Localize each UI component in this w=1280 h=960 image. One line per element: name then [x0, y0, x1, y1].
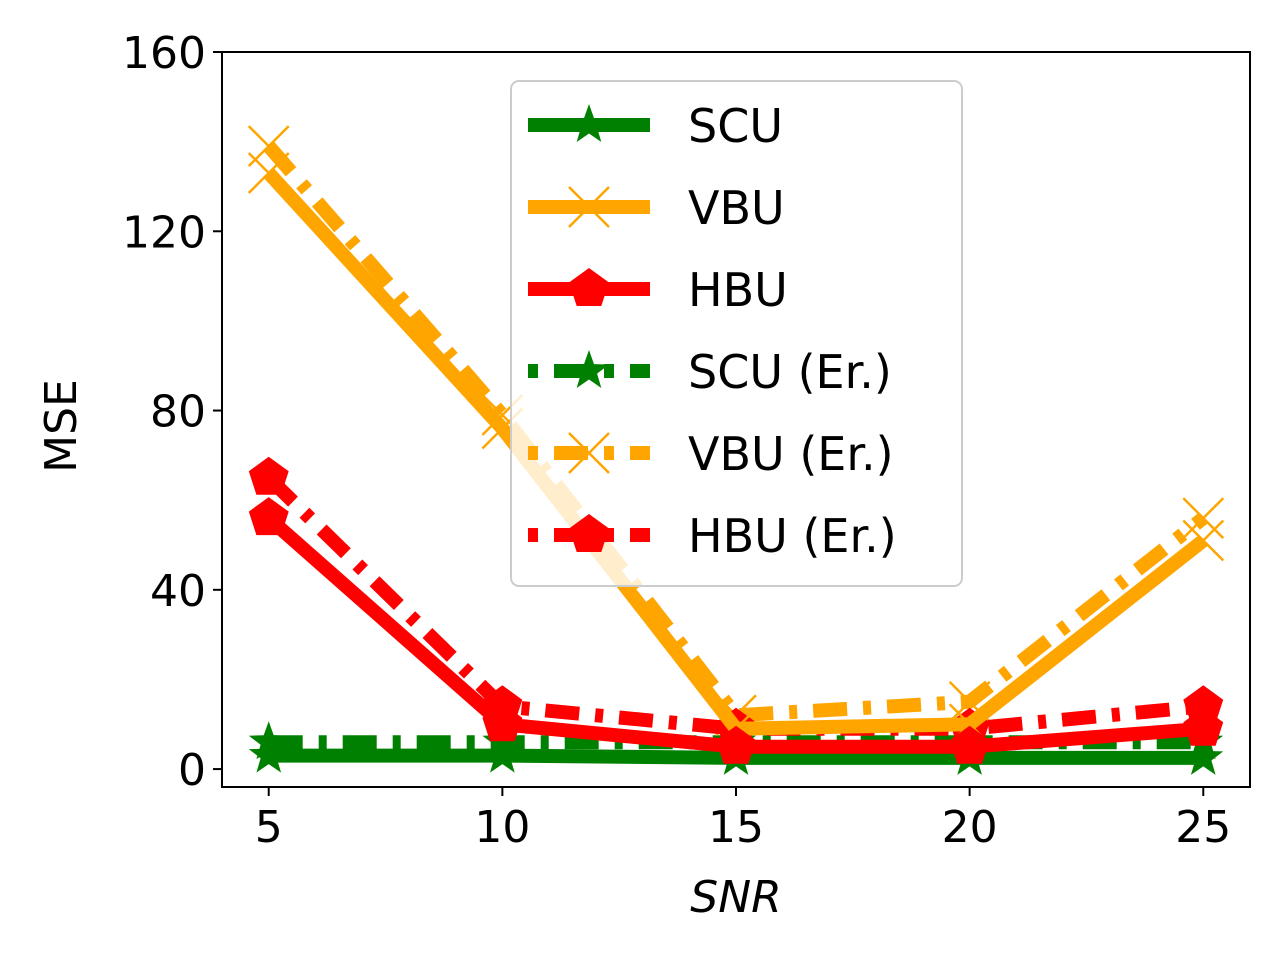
- legend-label: SCU: [688, 99, 783, 153]
- plot-marks: [247, 125, 1225, 775]
- series-hbu: [248, 497, 1224, 764]
- y-tick-label: 160: [122, 28, 206, 79]
- data-point-scu: [482, 734, 523, 773]
- x-axis-title: SNR: [690, 872, 781, 923]
- legend: SCU VBU HBU SCU (Er.) VBU (Er.) HBU (Er.): [510, 80, 963, 587]
- x-tick-label: 15: [708, 802, 764, 853]
- series-line-vbu-er: [263, 141, 1208, 723]
- legend-marker: [569, 268, 609, 306]
- data-point-hbu: [716, 725, 756, 764]
- legend-label: HBU: [688, 263, 788, 317]
- x-tick-label: 25: [1175, 802, 1231, 853]
- y-tick-label: 120: [122, 207, 206, 258]
- legend-marker: [569, 104, 609, 142]
- legend-item-hbu: HBU: [528, 263, 788, 317]
- legend-item-vbu: VBU: [528, 181, 785, 235]
- data-point-hbu: [482, 703, 523, 742]
- legend-marker: [569, 514, 609, 552]
- data-point-hbu: [949, 725, 990, 764]
- legend-label: SCU (Er.): [688, 345, 892, 399]
- data-point-vbu-er: [1182, 497, 1225, 539]
- data-point-vbu: [247, 152, 290, 194]
- x-tick-label: 10: [474, 802, 530, 853]
- x-tick-label: 5: [255, 802, 283, 853]
- legend-item-vbu-er: VBU (Er.): [528, 427, 894, 481]
- legend-label: VBU (Er.): [688, 427, 894, 481]
- legend-marker: [568, 186, 610, 228]
- y-tick-label: 80: [150, 387, 206, 438]
- data-point-hbu-er: [1183, 685, 1224, 724]
- legend-marker: [568, 432, 610, 474]
- legend-item-scu-er: SCU (Er.): [528, 345, 892, 399]
- legend-item-hbu-er: HBU (Er.): [528, 509, 897, 563]
- data-point-hbu: [248, 497, 289, 536]
- x-tick-label: 20: [942, 802, 998, 853]
- data-point-scu: [248, 734, 289, 773]
- data-point-hbu-er: [248, 456, 289, 495]
- data-point-hbu: [1183, 707, 1224, 746]
- legend-item-scu: SCU: [528, 99, 783, 153]
- data-point-scu: [1183, 736, 1224, 775]
- legend-label: VBU: [688, 181, 785, 235]
- y-axis-title: MSE: [36, 379, 87, 473]
- y-tick-label: 40: [150, 566, 206, 617]
- data-point-vbu: [1182, 519, 1225, 562]
- series-vbu-er: [247, 125, 1225, 737]
- y-tick-label: 0: [178, 745, 206, 796]
- axis-ticks: 5 10 15 20 25 0 40 80 120 160: [122, 28, 1231, 853]
- legend-label: HBU (Er.): [688, 509, 897, 563]
- legend-marker: [569, 350, 609, 388]
